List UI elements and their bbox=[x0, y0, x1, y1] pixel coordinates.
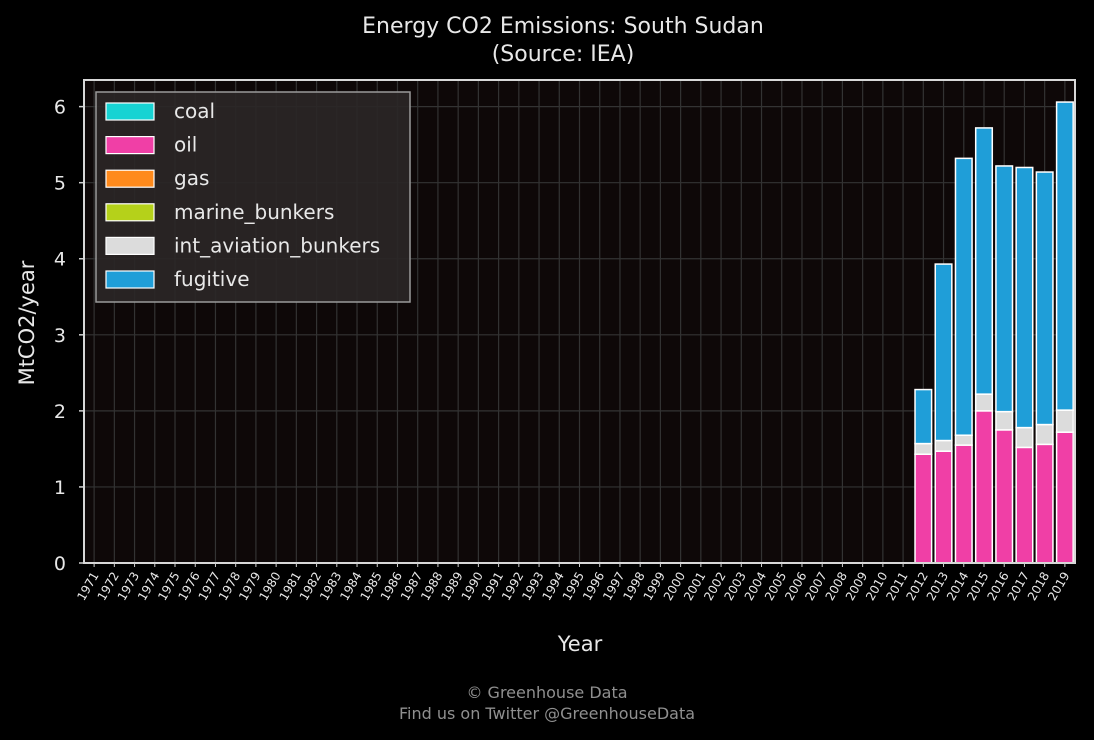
footer-credit: © Greenhouse Data bbox=[466, 683, 628, 702]
y-tick-label: 6 bbox=[54, 97, 66, 119]
bar-fugitive-2019 bbox=[1055, 101, 1074, 411]
bar-fugitive-2015 bbox=[974, 127, 994, 395]
y-tick-label: 1 bbox=[54, 477, 66, 499]
bar-oil-2012 bbox=[914, 453, 933, 564]
y-tick-label: 0 bbox=[54, 553, 66, 575]
bar-int_aviation_bunkers-2014 bbox=[954, 434, 973, 446]
x-tick-label: 2019 bbox=[1045, 570, 1072, 603]
y-tick-label: 2 bbox=[54, 401, 66, 423]
bar-int_aviation_bunkers-2018 bbox=[1035, 423, 1054, 446]
bar-oil-2016 bbox=[995, 429, 1014, 564]
bar-fugitive-2013 bbox=[934, 263, 953, 442]
legend-label-coal: coal bbox=[174, 99, 215, 123]
legend-label-marine_bunkers: marine_bunkers bbox=[174, 200, 334, 224]
bar-fugitive-2016 bbox=[995, 165, 1014, 413]
legend-swatch-marine_bunkers bbox=[105, 203, 155, 222]
bar-oil-2015 bbox=[974, 410, 994, 564]
bar-int_aviation_bunkers-2015 bbox=[974, 393, 994, 412]
y-tick-label: 4 bbox=[54, 249, 66, 271]
legend-label-fugitive: fugitive bbox=[174, 267, 250, 291]
legend-label-gas: gas bbox=[174, 166, 209, 190]
y-tick-label: 5 bbox=[54, 173, 66, 195]
y-axis-label: MtCO2/year bbox=[15, 260, 39, 385]
plot-area: 0123456197119721973197419751976197719781… bbox=[54, 79, 1076, 603]
chart-title: Energy CO2 Emissions: South Sudan bbox=[362, 14, 764, 39]
bar-int_aviation_bunkers-2019 bbox=[1055, 409, 1074, 433]
legend-label-oil: oil bbox=[174, 133, 197, 157]
y-tick-label: 3 bbox=[54, 325, 66, 347]
bar-int_aviation_bunkers-2012 bbox=[914, 442, 933, 455]
legend-swatch-gas bbox=[105, 169, 155, 188]
legend-swatch-coal bbox=[105, 102, 155, 121]
bar-oil-2014 bbox=[954, 444, 973, 564]
legend-label-int_aviation_bunkers: int_aviation_bunkers bbox=[174, 233, 380, 257]
bar-oil-2019 bbox=[1055, 431, 1074, 564]
x-axis-label: Year bbox=[557, 632, 603, 656]
bar-int_aviation_bunkers-2013 bbox=[934, 439, 953, 452]
legend-swatch-int_aviation_bunkers bbox=[105, 236, 155, 255]
bar-int_aviation_bunkers-2017 bbox=[1015, 426, 1034, 449]
footer-twitter: Find us on Twitter @GreenhouseData bbox=[398, 704, 696, 723]
legend-box bbox=[95, 91, 411, 303]
bar-fugitive-2012 bbox=[914, 388, 933, 445]
bar-oil-2013 bbox=[934, 450, 953, 564]
chart-subtitle: (Source: IEA) bbox=[492, 42, 635, 67]
bar-int_aviation_bunkers-2016 bbox=[995, 410, 1014, 431]
bar-fugitive-2014 bbox=[954, 157, 973, 436]
bar-oil-2017 bbox=[1015, 446, 1034, 564]
bar-fugitive-2017 bbox=[1015, 166, 1034, 429]
bar-oil-2018 bbox=[1035, 443, 1054, 564]
legend-swatch-fugitive bbox=[105, 270, 155, 289]
bar-fugitive-2018 bbox=[1035, 171, 1054, 426]
legend: coal oil gas marine_bunkers int_aviation_bun… bbox=[95, 91, 411, 303]
legend-swatch-oil bbox=[105, 136, 155, 155]
